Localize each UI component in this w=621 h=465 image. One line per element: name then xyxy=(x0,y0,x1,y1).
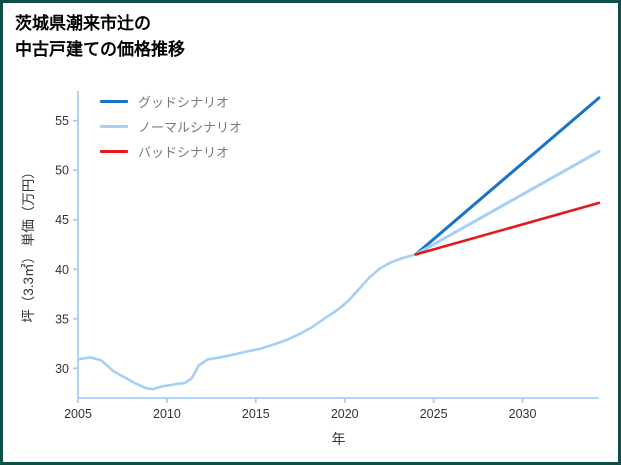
x-tick-label: 2005 xyxy=(64,407,92,421)
page-title-line1: 茨城県潮来市辻の xyxy=(15,14,151,33)
legend-item: グッドシナリオ xyxy=(100,93,242,110)
historical-line xyxy=(76,253,418,391)
legend-label: バッドシナリオ xyxy=(138,145,230,160)
legend: グッドシナリオ ノーマルシナリオ バッドシナリオ xyxy=(100,93,242,160)
bad-scenario-line xyxy=(414,201,601,256)
y-tick-label: 55 xyxy=(55,114,69,128)
x-axis-label: 年 xyxy=(331,431,346,447)
legend-item: ノーマルシナリオ xyxy=(100,118,242,135)
y-tick-label: 40 xyxy=(55,263,69,277)
x-tick-label: 2020 xyxy=(331,407,359,421)
legend-swatch-line xyxy=(100,100,128,103)
x-tick-label: 2015 xyxy=(242,407,270,421)
y-axis-label: 坪（3.3㎡） 単価（万円） xyxy=(21,165,36,323)
page-title-line2: 中古戸建ての価格推移 xyxy=(15,39,185,59)
x-tick-label: 2030 xyxy=(509,407,537,421)
y-tick-label: 50 xyxy=(55,164,69,178)
y-tick-label: 45 xyxy=(55,213,69,227)
price-trend-chart: 2005 2010 2015 2020 2025 2030 30 35 40 45 50 55 xyxy=(55,91,601,421)
legend-label: グッドシナリオ xyxy=(138,95,230,110)
page-title: 茨城県潮来市辻の 中古戸建ての価格推移 xyxy=(15,11,185,62)
legend-swatch-line xyxy=(100,150,128,153)
good-scenario-line xyxy=(414,96,601,256)
y-tick-label: 30 xyxy=(55,362,69,376)
legend-swatch-line xyxy=(100,125,128,128)
legend-label: ノーマルシナリオ xyxy=(138,120,243,135)
normal-scenario-line xyxy=(414,149,601,256)
legend-item: バッドシナリオ xyxy=(100,143,242,160)
x-tick-label: 2025 xyxy=(420,407,448,421)
y-tick-label: 35 xyxy=(55,312,69,326)
x-tick-label: 2010 xyxy=(153,407,181,421)
